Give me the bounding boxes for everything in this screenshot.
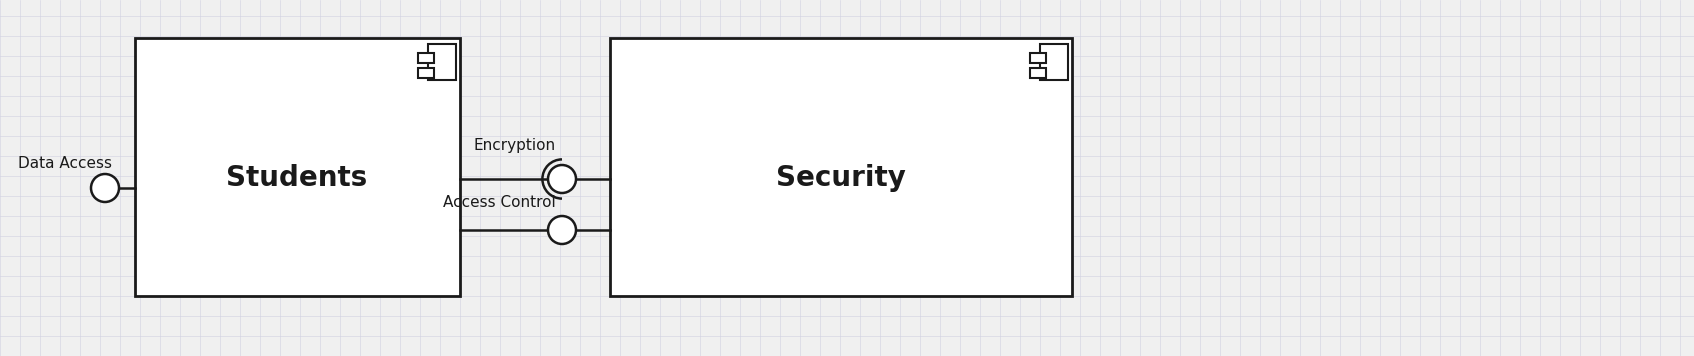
Bar: [429, 44, 456, 80]
Text: Students: Students: [227, 164, 368, 192]
Text: Access Control: Access Control: [444, 195, 556, 210]
Bar: [418, 53, 434, 63]
Bar: [1040, 44, 1067, 80]
Bar: [610, 38, 1072, 296]
Bar: [418, 68, 434, 78]
Text: Data Access: Data Access: [19, 156, 112, 171]
Circle shape: [547, 216, 576, 244]
Text: Encryption: Encryption: [474, 138, 556, 153]
Bar: [1030, 53, 1045, 63]
Bar: [1030, 68, 1045, 78]
Text: Security: Security: [776, 164, 906, 192]
Circle shape: [547, 165, 576, 193]
Circle shape: [91, 174, 119, 202]
Bar: [136, 38, 461, 296]
